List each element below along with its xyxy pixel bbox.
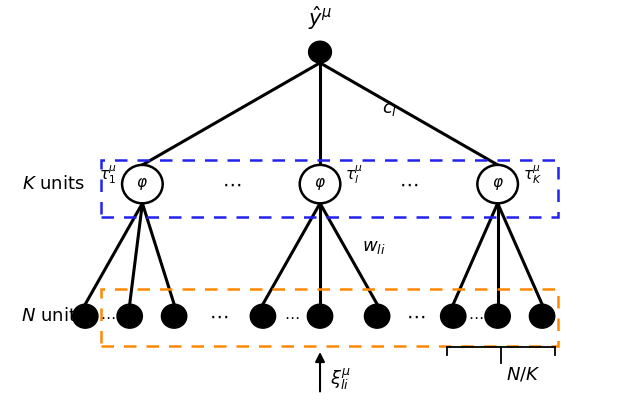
Bar [101, 289, 558, 346]
Text: $c_l$: $c_l$ [382, 100, 397, 118]
Text: $\cdots$: $\cdots$ [209, 307, 228, 326]
Circle shape [72, 304, 98, 328]
Bar [101, 160, 558, 217]
Circle shape [477, 165, 518, 203]
Circle shape [117, 304, 142, 328]
Text: $K$ units: $K$ units [22, 175, 85, 193]
Circle shape [161, 304, 187, 328]
Text: $\cdots$: $\cdots$ [100, 309, 115, 324]
Text: $\hat{y}^\mu$: $\hat{y}^\mu$ [308, 5, 332, 32]
Text: $\cdots$: $\cdots$ [221, 175, 241, 194]
Circle shape [300, 165, 340, 203]
Text: $\varphi$: $\varphi$ [492, 176, 504, 192]
Circle shape [308, 41, 332, 63]
Text: $\tau_1^\mu$: $\tau_1^\mu$ [99, 164, 117, 186]
Circle shape [440, 304, 466, 328]
Text: $\varphi$: $\varphi$ [314, 176, 326, 192]
Circle shape [250, 304, 276, 328]
Text: $\cdots$: $\cdots$ [284, 309, 299, 324]
Text: $\cdots$: $\cdots$ [399, 175, 419, 194]
Circle shape [364, 304, 390, 328]
Text: $\xi^\mu_{li}$: $\xi^\mu_{li}$ [330, 366, 351, 392]
Text: $N/K$: $N/K$ [506, 366, 540, 384]
Text: $\cdots$: $\cdots$ [468, 309, 483, 324]
Text: $\varphi$: $\varphi$ [136, 176, 148, 192]
Text: $w_{li}$: $w_{li}$ [362, 238, 386, 256]
Circle shape [307, 304, 333, 328]
Circle shape [122, 165, 163, 203]
Circle shape [485, 304, 510, 328]
Text: $N$ units: $N$ units [20, 307, 85, 325]
Text: $\tau_K^\mu$: $\tau_K^\mu$ [523, 164, 542, 186]
Text: $\cdots$: $\cdots$ [406, 307, 425, 326]
Circle shape [529, 304, 555, 328]
Text: $\tau_l^\mu$: $\tau_l^\mu$ [346, 164, 364, 186]
